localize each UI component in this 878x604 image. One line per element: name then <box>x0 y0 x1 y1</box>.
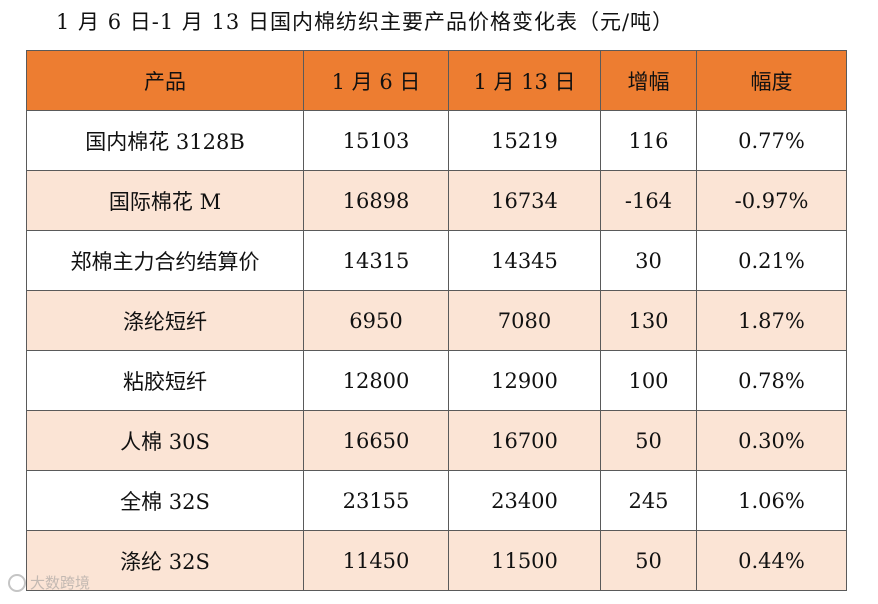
table-row: 粘胶短纤 12800 12900 100 0.78% <box>26 350 847 411</box>
cell-jan-6: 14315 <box>303 230 449 291</box>
watermark: 大数跨境 <box>8 572 90 593</box>
cell-jan-13: 11500 <box>448 530 601 591</box>
cell-product: 涤纶 32S <box>26 530 304 591</box>
watermark-text: 大数跨境 <box>30 574 91 592</box>
header-change: 增幅 <box>600 50 697 111</box>
cell-change: 50 <box>600 410 697 471</box>
cell-jan-13: 14345 <box>448 230 601 291</box>
cell-change: 116 <box>600 110 697 171</box>
header-product: 产品 <box>26 50 304 111</box>
cell-change: 50 <box>600 530 697 591</box>
table-row: 人棉 30S 16650 16700 50 0.30% <box>26 410 847 471</box>
cell-percent: 1.87% <box>696 290 847 351</box>
price-change-table: 产品 1 月 6 日 1 月 13 日 增幅 幅度 国内棉花 3128B 1510… <box>26 50 847 591</box>
header-jan-6: 1 月 6 日 <box>303 50 449 111</box>
cell-jan-13: 23400 <box>448 470 601 531</box>
cell-jan-13: 15219 <box>448 110 601 171</box>
table-header-row: 产品 1 月 6 日 1 月 13 日 增幅 幅度 <box>26 50 847 111</box>
table-row: 国内棉花 3128B 15103 15219 116 0.77% <box>26 110 847 171</box>
cell-change: 130 <box>600 290 697 351</box>
cell-change: 245 <box>600 470 697 531</box>
cell-product: 国际棉花 M <box>26 170 304 231</box>
header-jan-13: 1 月 13 日 <box>448 50 601 111</box>
table-row: 郑棉主力合约结算价 14315 14345 30 0.21% <box>26 230 847 291</box>
table-row: 国际棉花 M 16898 16734 -164 -0.97% <box>26 170 847 231</box>
cell-product: 全棉 32S <box>26 470 304 531</box>
table-row: 涤纶 32S 11450 11500 50 0.44% <box>26 530 847 591</box>
cell-jan-6: 6950 <box>303 290 449 351</box>
cell-jan-6: 16650 <box>303 410 449 471</box>
cell-jan-13: 16700 <box>448 410 601 471</box>
header-percent: 幅度 <box>696 50 847 111</box>
cell-percent: 0.21% <box>696 230 847 291</box>
cell-jan-6: 15103 <box>303 110 449 171</box>
table-row: 全棉 32S 23155 23400 245 1.06% <box>26 470 847 531</box>
cell-percent: -0.97% <box>696 170 847 231</box>
cell-percent: 0.78% <box>696 350 847 411</box>
cell-change: 30 <box>600 230 697 291</box>
cell-jan-13: 12900 <box>448 350 601 411</box>
table-body: 国内棉花 3128B 15103 15219 116 0.77% 国际棉花 M 16898 1… <box>26 110 847 591</box>
cell-jan-6: 12800 <box>303 350 449 411</box>
cell-change: -164 <box>600 170 697 231</box>
cell-jan-13: 16734 <box>448 170 601 231</box>
cell-jan-13: 7080 <box>448 290 601 351</box>
cell-change: 100 <box>600 350 697 411</box>
cell-jan-6: 11450 <box>303 530 449 591</box>
cell-product: 涤纶短纤 <box>26 290 304 351</box>
cell-percent: 0.30% <box>696 410 847 471</box>
cell-jan-6: 16898 <box>303 170 449 231</box>
cell-product: 郑棉主力合约结算价 <box>26 230 304 291</box>
cell-percent: 0.44% <box>696 530 847 591</box>
cell-product: 人棉 30S <box>26 410 304 471</box>
page-title: 1 月 6 日-1 月 13 日国内棉纺织主要产品价格变化表（元/吨） <box>56 10 675 34</box>
cell-percent: 1.06% <box>696 470 847 531</box>
cell-jan-6: 23155 <box>303 470 449 531</box>
cell-product: 粘胶短纤 <box>26 350 304 411</box>
cell-product: 国内棉花 3128B <box>26 110 304 171</box>
watermark-logo-icon <box>8 573 26 592</box>
cell-percent: 0.77% <box>696 110 847 171</box>
table-row: 涤纶短纤 6950 7080 130 1.87% <box>26 290 847 351</box>
